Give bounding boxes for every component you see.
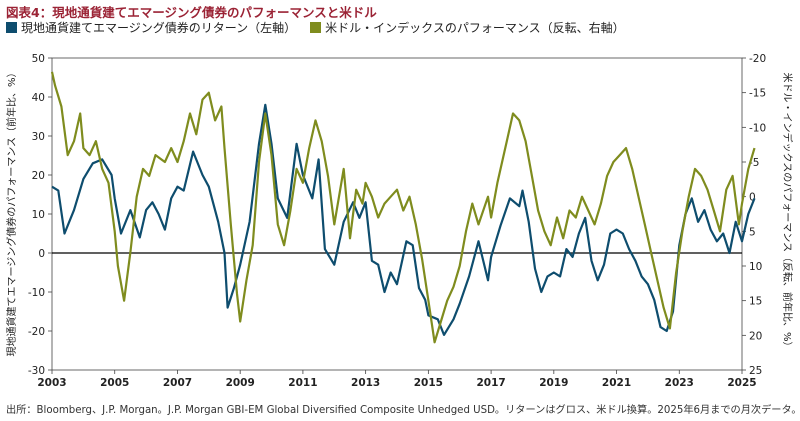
legend: 現地通貨建てエマージング債券のリターン（左軸） 米ドル・インデックスのパフォーマ… <box>6 19 639 36</box>
x-tick-label: 2019 <box>539 377 568 389</box>
y-right-tick-label: -5 <box>749 157 759 169</box>
x-tick-label: 2013 <box>351 377 380 389</box>
x-tick-label: 2007 <box>163 377 192 389</box>
x-tick-label: 2009 <box>226 377 255 389</box>
x-tick-label: 2003 <box>37 377 66 389</box>
series-line-usd <box>50 71 756 344</box>
y-left-tick-label: -10 <box>28 287 45 299</box>
axes: 50403020100-10-20-30-20-15-10-5051015202… <box>28 53 766 389</box>
y-right-tick-label: 20 <box>749 330 762 342</box>
y-left-tick-label: 0 <box>38 248 45 260</box>
source-note: 出所：Bloomberg、J.P. Morgan。J.P. Morgan GBI… <box>6 405 800 416</box>
y-axis-label-right: 米ドル・インデックスのパフォーマンス（反転、前年比、%） <box>781 72 794 351</box>
legend-label-em: 現地通貨建てエマージング債券のリターン（左軸） <box>21 21 297 35</box>
y-left-tick-label: -30 <box>28 365 45 377</box>
y-right-tick-label: 25 <box>749 365 762 377</box>
x-tick-label: 2011 <box>288 377 317 389</box>
y-left-tick-label: -20 <box>28 326 45 338</box>
x-tick-label: 2005 <box>100 377 129 389</box>
x-tick-label: 2023 <box>665 377 694 389</box>
y-axis-label-left: 現地通貨建てエマージング債券のパフォーマンス（前年比、%） <box>5 67 18 356</box>
x-tick-label: 2015 <box>414 377 443 389</box>
y-right-tick-label: 15 <box>749 296 762 308</box>
legend-swatch-em <box>6 22 17 33</box>
y-right-tick-label: -10 <box>749 122 766 134</box>
y-right-tick-label: 10 <box>749 261 762 273</box>
y-right-tick-label: 5 <box>749 226 756 238</box>
legend-item-usd: 米ドル・インデックスのパフォーマンス（反転、右軸） <box>310 19 625 36</box>
legend-item-em: 現地通貨建てエマージング債券のリターン（左軸） <box>6 19 296 36</box>
x-tick-label: 2017 <box>476 377 505 389</box>
x-tick-label: 2025 <box>727 377 756 389</box>
x-tick-label: 2021 <box>602 377 631 389</box>
series-lines <box>50 71 756 344</box>
y-right-tick-label: -20 <box>749 53 766 65</box>
plot-frame <box>51 57 743 371</box>
y-left-tick-label: 50 <box>32 53 45 65</box>
y-right-tick-label: -15 <box>749 88 766 100</box>
y-right-tick-label: 0 <box>749 192 756 204</box>
series-line-em <box>51 103 756 336</box>
legend-label-usd: 米ドル・インデックスのパフォーマンス（反転、右軸） <box>325 21 625 35</box>
y-left-tick-label: 20 <box>32 170 45 182</box>
y-left-tick-label: 10 <box>32 209 45 221</box>
legend-swatch-usd <box>310 22 322 33</box>
y-left-tick-label: 40 <box>32 92 45 104</box>
y-left-tick-label: 30 <box>32 131 45 143</box>
chart-title: 図表4：現地通貨建てエマージング債券のパフォーマンスと米ドル <box>6 5 377 20</box>
